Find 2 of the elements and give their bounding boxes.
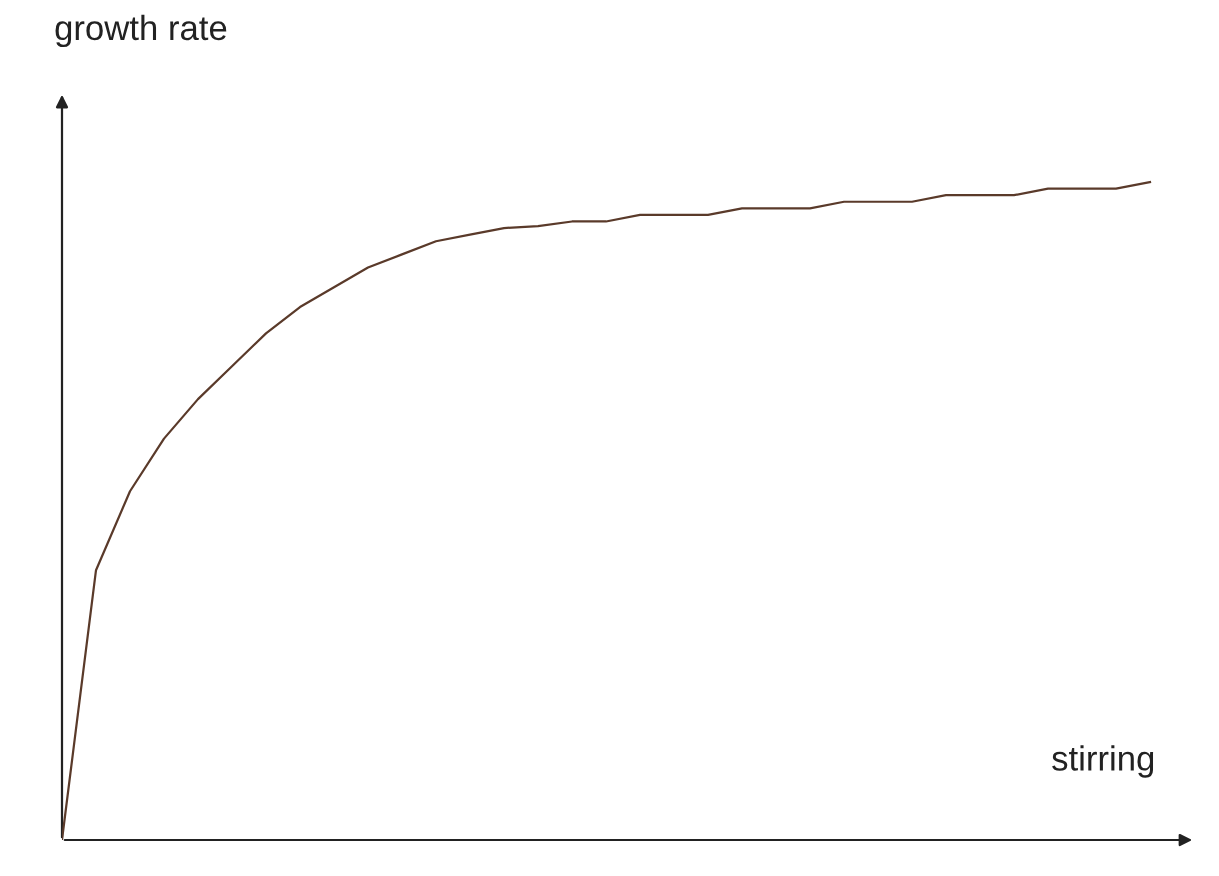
x-axis-title: stirring [1052, 745, 1154, 778]
y-axis-title: growth rate [55, 14, 227, 48]
